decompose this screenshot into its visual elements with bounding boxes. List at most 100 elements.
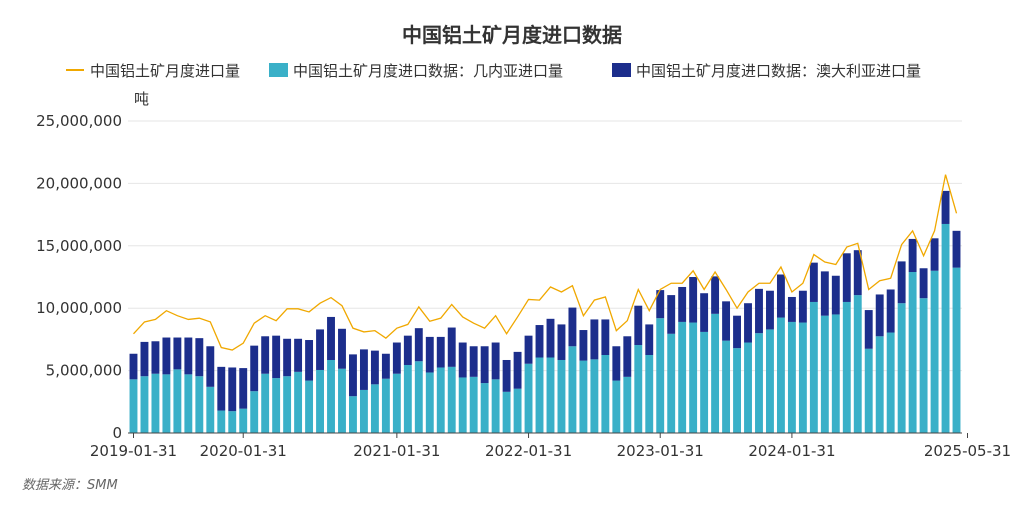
bar-guinea [239,408,248,433]
y-axis-ticks: 0 5,000,000 10,000,000 15,000,000 20,000,000… [36,112,122,442]
bar-guinea [612,380,621,433]
bar-guinea [184,374,193,433]
bar-guinea [689,322,698,433]
bar-australia [392,342,401,374]
bar-guinea [272,378,281,433]
bar-guinea [557,359,566,433]
bar-australia [513,351,522,389]
bar-australia [305,340,314,381]
bar-australia [140,341,149,377]
x-tick-label: 2023-01-31 [617,442,704,460]
bar-australia [370,350,379,385]
legend: 中国铝土矿月度进口量 中国铝土矿月度进口数据：几内亚进口量 中国铝土矿月度进口数… [66,62,921,80]
bar-australia [612,346,621,381]
bar-australia [919,268,928,299]
bar-guinea [261,373,270,433]
bar-guinea [787,321,796,433]
bar-guinea [338,368,346,433]
y-tick-label: 20,000,000 [36,174,122,192]
bars-australia [129,190,961,412]
x-tick-label: 2025-05-31 [924,442,1011,460]
bar-australia [469,346,478,377]
bar-australia [744,303,752,343]
bar-australia [546,318,555,358]
bar-australia [766,290,774,330]
bar-guinea [283,376,292,433]
bar-guinea [349,396,357,433]
bar-australia [623,336,632,377]
x-tick-label: 2019-01-31 [90,442,177,460]
bar-guinea [722,340,731,433]
bar-australia [831,275,840,315]
bar-australia [667,295,676,334]
bar-australia [645,324,654,355]
bar-australia [217,366,226,411]
bar-australia [250,345,259,392]
bar-guinea [645,355,654,433]
bar-australia [447,327,456,367]
bar-guinea [733,348,741,433]
bar-australia [414,328,423,362]
bar-guinea [469,376,478,433]
bar-australia [678,286,687,322]
bar-guinea [798,322,807,433]
bar-australia [294,338,303,372]
bar-australia [886,289,895,333]
bar-australia [722,301,731,341]
bar-australia [184,337,193,375]
data-source-note: 数据来源：SMM [22,478,118,493]
bar-guinea [776,317,785,433]
bar-australia [875,294,884,337]
bar-australia [173,337,182,370]
bar-australia [316,329,324,370]
y-axis-unit: 吨 [134,90,149,108]
bar-australia [776,274,785,318]
bar-guinea [480,383,489,433]
bar-australia [733,315,741,349]
bar-australia [206,346,215,387]
y-tick-label: 15,000,000 [36,237,122,255]
bar-guinea [601,355,610,433]
y-tick-label: 0 [112,424,122,442]
bar-guinea [919,298,928,433]
bar-guinea [425,372,434,433]
legend-label-total: 中国铝土矿月度进口量 [90,62,240,80]
bar-guinea [502,391,511,433]
bar-australia [162,337,171,375]
bar-australia [711,276,720,314]
bars-guinea [129,223,961,433]
bar-australia [930,238,939,271]
bar-australia [349,354,357,397]
x-tick-label: 2022-01-31 [485,442,572,460]
bar-guinea [129,379,138,433]
bar-guinea [524,363,533,433]
total-import-line [133,174,958,351]
bar-guinea [513,388,522,433]
x-tick-label: 2020-01-31 [200,442,287,460]
bar-australia [634,305,643,346]
bar-guinea [656,318,665,433]
bar-guinea [678,321,687,433]
bar-australia [458,342,467,378]
bar-guinea [700,331,709,433]
bar-guinea [831,314,840,433]
bar-guinea [897,303,906,433]
bar-guinea [414,361,423,433]
bar-guinea [403,364,412,433]
bar-guinea [316,369,324,433]
bar-australia [557,324,566,360]
bar-australia [283,338,292,377]
bar-australia [228,367,237,412]
bar-australia [129,353,138,380]
bar-australia [853,250,862,296]
bar-guinea [217,410,226,433]
bar-australia [381,353,390,379]
bar-australia [842,253,851,302]
bar-australia [798,290,807,323]
bar-australia [327,316,335,360]
bar-guinea [305,380,314,433]
legend-label-australia: 中国铝土矿月度进口数据：澳大利亚进口量 [636,62,921,80]
bar-australia [480,346,489,384]
y-tick-label: 5,000,000 [46,362,122,380]
bar-australia [656,290,665,319]
